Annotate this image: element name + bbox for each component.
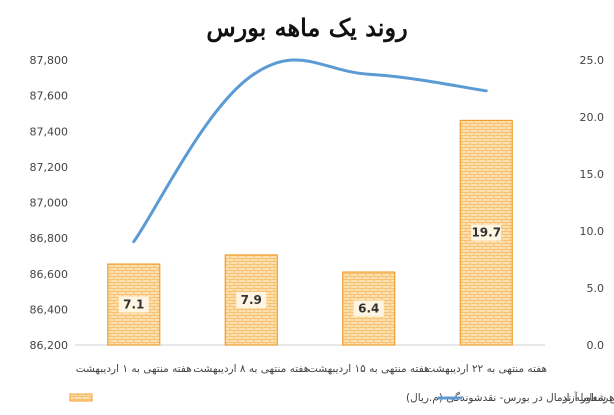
left-tick-label: 86,400	[30, 303, 69, 316]
legend-line-label: شاخص شناور آزاد	[562, 391, 614, 404]
left-tick-label: 87,000	[30, 197, 69, 210]
left-tick-label: 86,200	[30, 339, 69, 352]
left-tick-label: 87,200	[30, 161, 69, 174]
left-tick-label: 86,600	[30, 268, 69, 281]
legend-bar-label: متوسط ارزش روزانه هرمعامله نرمال در بورس…	[406, 391, 614, 404]
right-axis: 25.0 20.0 15.0 10.0 5.0 0.0	[580, 54, 605, 352]
right-tick-label: 25.0	[580, 54, 605, 67]
left-tick-label: 86,800	[30, 232, 69, 245]
legend: متوسط ارزش روزانه هرمعامله نرمال در بورس…	[69, 391, 614, 404]
bar-label-bg	[471, 224, 502, 241]
bar-data-label: 7.9	[241, 293, 262, 307]
right-tick-label: 0.0	[587, 339, 605, 352]
category-label: هفته منتهی به ۱ اردیبهشت	[76, 363, 192, 375]
category-label: هفته منتهی به ۸ اردیبهشت	[193, 363, 309, 375]
legend-bar-swatch	[69, 393, 93, 402]
left-tick-label: 87,400	[30, 125, 69, 138]
bar-data-label: 6.4	[358, 302, 379, 316]
bar-data-label: 19.7	[471, 226, 501, 240]
right-tick-label: 5.0	[587, 282, 605, 295]
bar-label-bg	[236, 291, 267, 308]
chart-title: روند یک ماهه بورس	[206, 13, 407, 43]
left-tick-label: 87,600	[30, 90, 69, 103]
bar-label-bg	[353, 300, 384, 317]
left-tick-label: 87,800	[30, 54, 69, 67]
right-tick-label: 15.0	[580, 168, 605, 181]
right-tick-label: 20.0	[580, 111, 605, 124]
right-tick-label: 10.0	[580, 225, 605, 238]
category-labels: هفته منتهی به ۱ اردیبهشت هفته منتهی به ۸ …	[76, 363, 547, 375]
category-label: هفته منتهی به ۱۵ اردیبهشت	[308, 363, 430, 375]
bar-label-bg	[118, 296, 149, 313]
line-series	[132, 58, 488, 244]
bar-data-label: 7.1	[123, 298, 144, 312]
left-axis: 87,800 87,600 87,400 87,200 87,000 86,800 86,6…	[30, 54, 69, 352]
bars: 7.1 7.9 6.4 19.7	[107, 119, 513, 346]
category-label: هفته منتهی به ۲۲ اردیبهشت	[425, 363, 547, 375]
line-series-path	[132, 58, 488, 244]
